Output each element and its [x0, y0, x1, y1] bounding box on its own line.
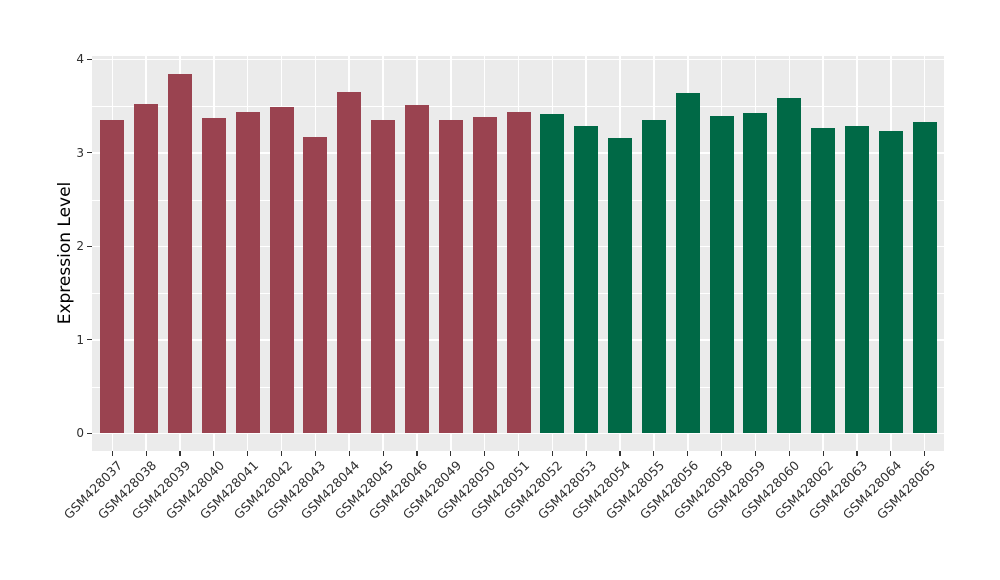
- bar: [878, 131, 903, 434]
- x-tick-mark: [788, 451, 790, 456]
- bar: [608, 137, 633, 434]
- bar: [371, 120, 396, 434]
- bar: [168, 74, 192, 434]
- x-tick-mark: [551, 451, 553, 456]
- y-tick-mark: [87, 432, 92, 434]
- x-tick-mark: [890, 451, 892, 456]
- x-tick-mark: [247, 451, 249, 456]
- x-tick-mark: [822, 451, 824, 456]
- x-tick-mark: [856, 451, 858, 456]
- x-tick-mark: [179, 451, 181, 456]
- plot-panel: [92, 56, 944, 451]
- x-tick-mark: [382, 451, 384, 456]
- x-tick-mark: [687, 451, 689, 456]
- x-tick-mark: [314, 451, 316, 456]
- bar: [269, 106, 294, 434]
- x-tick-mark: [653, 451, 655, 456]
- y-tick-mark: [87, 245, 92, 247]
- bar: [912, 121, 937, 434]
- y-tick-label: 3: [76, 145, 84, 160]
- bar: [472, 117, 497, 434]
- bar: [506, 111, 531, 434]
- bar: [709, 116, 734, 434]
- bar: [777, 97, 802, 434]
- bar: [235, 111, 260, 434]
- y-tick-mark: [87, 339, 92, 341]
- x-tick-mark: [280, 451, 283, 456]
- bar: [201, 118, 226, 434]
- x-tick-mark: [213, 451, 215, 456]
- y-tick-mark: [87, 58, 92, 60]
- bar: [641, 120, 666, 434]
- y-tick-mark: [87, 152, 92, 154]
- bar: [574, 125, 599, 434]
- bar: [134, 104, 159, 434]
- x-tick-mark: [754, 451, 757, 456]
- y-axis-title: Expression Level: [55, 181, 75, 325]
- y-tick-label: 1: [76, 332, 84, 347]
- x-tick-mark: [416, 451, 418, 456]
- bar: [438, 120, 463, 434]
- bar: [845, 125, 869, 434]
- bar: [100, 120, 125, 434]
- x-tick-mark: [585, 451, 587, 456]
- y-tick-label: 0: [76, 426, 84, 441]
- x-tick-mark: [517, 451, 520, 456]
- bar: [675, 92, 700, 434]
- x-tick-mark: [348, 451, 350, 456]
- y-tick-label: 2: [76, 239, 84, 254]
- bar: [404, 105, 429, 434]
- x-tick-mark: [721, 451, 723, 456]
- bar: [303, 136, 328, 434]
- x-tick-mark: [484, 451, 486, 456]
- x-tick-mark: [619, 451, 621, 456]
- x-tick-mark: [145, 451, 147, 456]
- bar: [540, 114, 565, 434]
- bar: [811, 128, 836, 434]
- x-tick-mark: [111, 451, 113, 456]
- bar: [337, 92, 362, 434]
- bar: [743, 112, 768, 434]
- y-tick-label: 4: [76, 52, 84, 67]
- x-tick-mark: [450, 451, 452, 456]
- x-tick-mark: [924, 451, 926, 456]
